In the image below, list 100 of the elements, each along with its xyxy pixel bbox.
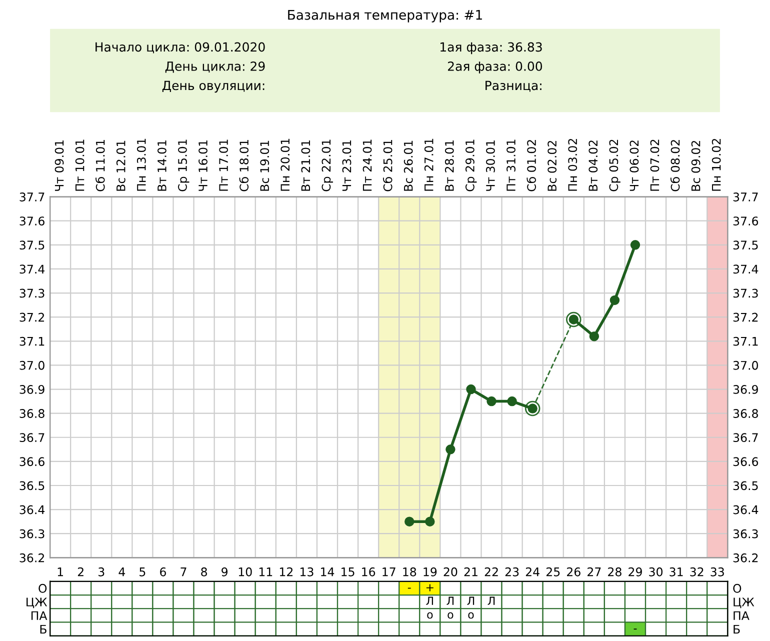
y2-tick-label: ПА — [734, 611, 750, 620]
y2-tick-label: 36.9 — [733, 384, 758, 394]
text: Л — [446, 596, 454, 605]
y2-tick-label: 36.2 — [733, 553, 758, 562]
text: Л — [488, 596, 495, 605]
x-tick-label: Вс 19.01 — [260, 140, 270, 191]
y-tick-label: ЦЖ — [26, 598, 48, 608]
point — [486, 396, 496, 406]
y2-tick-label: Б — [734, 624, 740, 634]
point — [446, 444, 456, 454]
point — [507, 396, 517, 406]
x-tick-label: Пт 17.01 — [219, 140, 228, 191]
x-tick-label: Вс 02.02 — [548, 140, 557, 191]
y2-tick-label: 36.5 — [733, 481, 758, 490]
x-tick-label: Вт 04.02 — [588, 140, 598, 191]
y-tick-label: 36.5 — [20, 481, 44, 490]
y-tick-label: 36.4 — [20, 505, 45, 514]
x-tick-label: 27 — [588, 567, 601, 576]
y-tick-label: 37.3 — [20, 288, 44, 298]
x-tick-label: Чт 23.01 — [342, 140, 352, 191]
x-tick-label: 3 — [98, 567, 104, 576]
y-tick-label: 36.7 — [20, 433, 44, 442]
y-tick-label: 37.7 — [20, 192, 44, 202]
x-tick-label: 22 — [484, 567, 498, 576]
x-tick-label: Ср 05.02 — [609, 140, 620, 192]
y-tick-label: 36.9 — [20, 384, 44, 394]
x-tick-label: 13 — [300, 567, 314, 576]
x-tick-label: 7 — [180, 568, 186, 576]
x-tick-label: 25 — [546, 567, 560, 576]
x-tick-label: Чт 06.02 — [630, 140, 639, 191]
y2-tick-label: ЦЖ — [734, 598, 754, 608]
x-tick-label: Вт 21.01 — [301, 140, 310, 191]
x-tick-label: 9 — [222, 567, 228, 576]
text: - — [634, 628, 637, 630]
x-tick-label: 14 — [321, 568, 334, 576]
x-tick-label: 19 — [424, 567, 437, 576]
x-tick-label: 31 — [670, 567, 683, 576]
x-tick-label: Вт 14.01 — [157, 140, 166, 191]
x-tick-label: 24 — [526, 567, 540, 576]
x-tick-label: 11 — [259, 568, 272, 576]
y-tick-label: 37.5 — [20, 240, 44, 250]
chart-title: Базальная температура: #1 — [288, 10, 482, 22]
text: 1ая фаза: 36.83 — [440, 42, 542, 54]
point — [589, 331, 600, 342]
x-tick-label: 21 — [464, 567, 478, 576]
x-tick-label: Вт 28.01 — [444, 140, 454, 191]
y2-tick-label: 36.3 — [733, 529, 758, 538]
x-tick-label: Ср 22.01 — [322, 140, 333, 192]
x-tick-label: Ср 29.01 — [465, 140, 477, 192]
y-tick-label: 37.6 — [20, 216, 44, 226]
y2-tick-label: 37.7 — [733, 192, 758, 202]
x-tick-label: 32 — [690, 567, 704, 576]
x-tick-label: 4 — [118, 568, 126, 576]
text: - — [408, 588, 411, 589]
y2-tick-label: 36.6 — [733, 457, 758, 466]
y2-tick-label: 37.5 — [733, 240, 758, 250]
y-tick-label: 37.2 — [20, 312, 44, 322]
y-tick-label: 36.6 — [20, 457, 44, 466]
text: Начало цикла: 09.01.2020 — [96, 42, 265, 54]
y2-tick-label: 36.7 — [733, 433, 758, 442]
x-tick-label: Сб 01.02 — [526, 140, 536, 192]
y-tick-label: 36.8 — [20, 409, 44, 418]
y2-tick-label: 37.2 — [733, 312, 758, 322]
text: Разница: — [486, 80, 542, 92]
x-tick-label: 23 — [505, 567, 519, 576]
x-tick-label: 12 — [280, 567, 293, 576]
x-tick-label: 15 — [342, 568, 354, 576]
x-tick-label: Вс 12.01 — [116, 140, 126, 191]
x-tick-label: Чт 16.01 — [198, 140, 208, 191]
text: День цикла: 29 — [165, 61, 265, 73]
x-tick-label: 10 — [238, 567, 252, 576]
y-tick-label: 37.1 — [20, 336, 44, 346]
y2-tick-label: 36.4 — [733, 505, 758, 514]
y-tick-label: Б — [40, 624, 46, 634]
x-tick-label: 29 — [628, 567, 642, 576]
y2-tick-label: 36.8 — [733, 409, 758, 418]
x-tick-label: 2 — [78, 567, 84, 576]
x-tick-label: 18 — [403, 567, 416, 576]
x-tick-label: Сб 11.01 — [95, 140, 105, 192]
text: 2ая фаза: 0.00 — [448, 61, 542, 74]
x-tick-label: Пн 27.01 — [424, 138, 434, 191]
text: День овуляции: — [162, 80, 264, 93]
y2-tick-label: 37.6 — [733, 216, 758, 226]
x-tick-label: 26 — [567, 567, 580, 576]
x-tick-label: Пн 03.02 — [568, 138, 578, 191]
point — [610, 295, 620, 306]
x-tick-label: Пн 20.01 — [280, 138, 290, 191]
text: Л — [426, 596, 433, 605]
point — [404, 516, 414, 526]
x-tick-label: 20 — [444, 567, 458, 576]
text: + — [426, 584, 434, 592]
point — [630, 240, 640, 250]
x-tick-label: Вс 09.02 — [691, 140, 700, 191]
x-tick-label: 5 — [140, 568, 146, 576]
x-tick-label: Ср 15.01 — [178, 140, 190, 192]
x-tick-label: Пт 10.01 — [75, 140, 84, 191]
y-tick-label: 37.4 — [20, 264, 45, 274]
y-tick-label: ПА — [31, 611, 48, 620]
y2-tick-label: 37.0 — [733, 360, 758, 370]
x-tick-label: 1 — [58, 568, 63, 576]
